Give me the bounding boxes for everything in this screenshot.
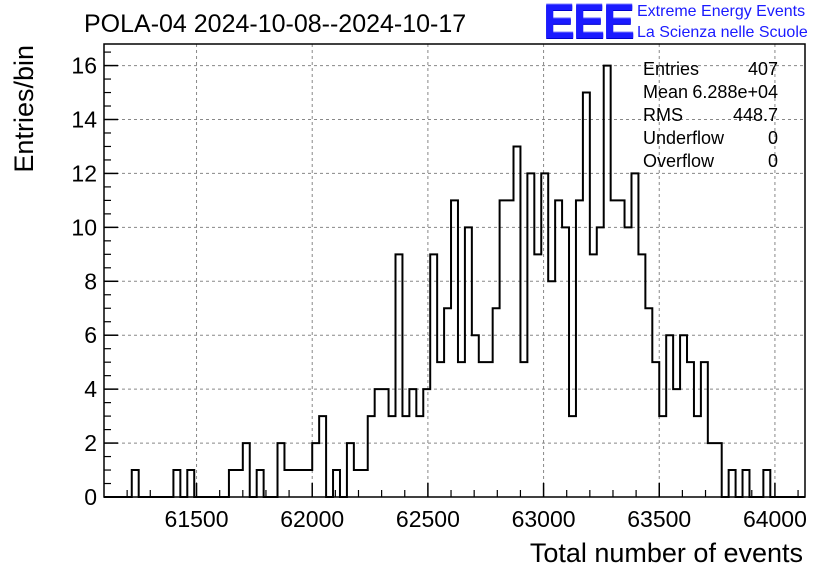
y-tick-label: 0 bbox=[84, 484, 97, 510]
x-axis-label: Total number of events bbox=[530, 538, 803, 568]
stat-mean-label: Mean bbox=[643, 82, 689, 102]
stat-rms-value: 448.7 bbox=[732, 105, 778, 125]
y-tick-label: 4 bbox=[84, 376, 97, 402]
y-tick-label: 14 bbox=[71, 107, 97, 133]
chart-title: POLA-04 2024-10-08--2024-10-17 bbox=[84, 10, 467, 38]
x-tick-label: 64000 bbox=[743, 506, 807, 532]
axes: 61500 62000 62500 63000 63500 64000 0 2 4 6 8 10 12 1… bbox=[71, 51, 807, 532]
y-tick-label: 12 bbox=[71, 160, 97, 186]
x-tick-label: 61500 bbox=[165, 506, 229, 532]
grid bbox=[104, 44, 805, 497]
x-tick-label: 62500 bbox=[396, 506, 460, 532]
x-tick-label: 63500 bbox=[627, 506, 691, 532]
logo-line-1: Extreme Energy Events bbox=[637, 3, 806, 20]
y-tick-label: 6 bbox=[84, 322, 97, 348]
stat-entries-value: 407 bbox=[747, 59, 778, 79]
y-tick-label: 16 bbox=[71, 53, 97, 79]
x-tick-label: 62000 bbox=[280, 506, 344, 532]
stat-mean-value: 6.288e+04 bbox=[692, 82, 778, 102]
stat-underflow-value: 0 bbox=[767, 128, 778, 148]
x-tick-label: 63000 bbox=[512, 506, 576, 532]
y-tick-label: 8 bbox=[84, 268, 97, 294]
logo-line-2: La Scienza nelle Scuole bbox=[637, 24, 808, 41]
y-axis-label: Entries/bin bbox=[9, 45, 39, 173]
stat-entries-label: Entries bbox=[643, 59, 700, 79]
plot-frame bbox=[103, 43, 806, 498]
stat-underflow-label: Underflow bbox=[643, 128, 725, 148]
y-tick-label: 2 bbox=[84, 430, 97, 456]
histogram-line bbox=[104, 64, 805, 498]
eee-logo: EEE bbox=[543, 0, 635, 49]
y-tick-label: 10 bbox=[71, 214, 97, 240]
stat-overflow-label: Overflow bbox=[643, 151, 715, 171]
stat-rms-label: RMS bbox=[643, 105, 683, 125]
stat-overflow-value: 0 bbox=[767, 151, 778, 171]
